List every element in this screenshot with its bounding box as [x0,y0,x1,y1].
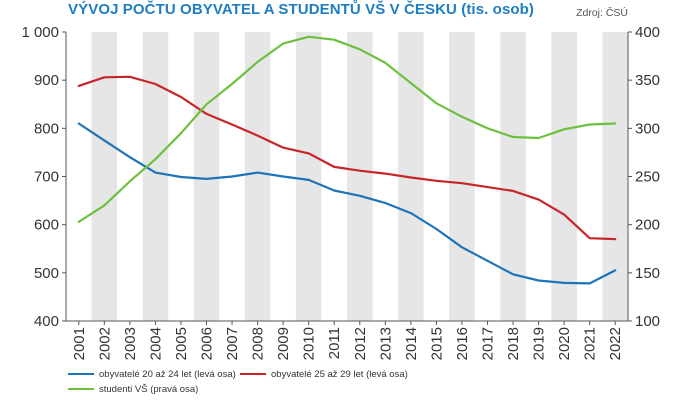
x-tick-label: 2008 [250,327,267,360]
legend-label: obyvatelé 20 až 24 let (levá osa) [99,369,236,380]
x-tick-label: 2016 [454,327,471,360]
grid-band [193,32,220,321]
x-tick-label: 2012 [352,327,369,360]
x-tick-label: 2005 [173,327,190,360]
x-tick-label: 2002 [96,327,113,360]
y-right-tick-label: 350 [635,72,660,89]
grid-band [295,32,322,321]
y-right-tick-label: 300 [635,120,660,137]
y-left-tick-label: 400 [34,313,59,330]
grid-band [142,32,169,321]
legend-label: studenti VŠ (pravá osa) [99,384,198,395]
x-tick-label: 2018 [505,327,522,360]
chart-title: VÝVOJ POČTU OBYVATEL A STUDENTŮ VŠ V ČES… [68,1,535,18]
y-left-tick-label: 1 000 [21,24,59,41]
y-right-tick-label: 100 [635,313,660,330]
series-line-3 [77,35,617,223]
x-tick-label: 2001 [71,327,88,360]
grid-band [347,32,373,321]
grid-band [551,32,577,321]
y-left-tick-label: 900 [34,72,59,89]
x-tick-label: 2022 [607,327,624,360]
y-right-tick-label: 400 [635,24,660,41]
x-tick-label: 2007 [224,327,241,360]
grid-band [602,32,628,321]
y-left-tick-label: 600 [34,217,59,234]
x-tick-label: 2015 [428,327,445,360]
x-tick-label: 2006 [199,327,216,360]
x-tick-label: 2017 [480,327,497,360]
y-left-tick-label: 500 [34,265,59,282]
x-tick-label: 2010 [301,327,318,360]
y-right-tick-label: 150 [635,265,660,282]
y-left-tick-label: 800 [34,120,59,137]
grid-band [91,32,118,321]
x-tick-label: 2004 [147,327,164,360]
x-tick-label: 2013 [377,327,394,360]
x-tick-label: 2009 [275,327,292,360]
grid-band [449,32,475,321]
series-line-2 [77,75,617,241]
x-tick-label: 2021 [582,327,599,360]
x-tick-label: 2003 [122,327,139,360]
series-line-1 [77,122,617,285]
y-right-tick-label: 200 [635,217,660,234]
legend-label: obyvatelé 25 až 29 let (levá osa) [271,369,408,380]
grid-band [244,32,271,321]
x-tick-label: 2019 [531,327,548,360]
x-tick-label: 2011 [326,327,343,359]
grid-band [500,32,526,321]
x-tick-label: 2014 [403,327,420,360]
y-right-tick-label: 250 [635,169,660,186]
y-left-tick-label: 700 [34,169,59,186]
chart-source: Zdroj: ČSÚ [576,7,628,19]
x-tick-label: 2020 [556,327,573,360]
